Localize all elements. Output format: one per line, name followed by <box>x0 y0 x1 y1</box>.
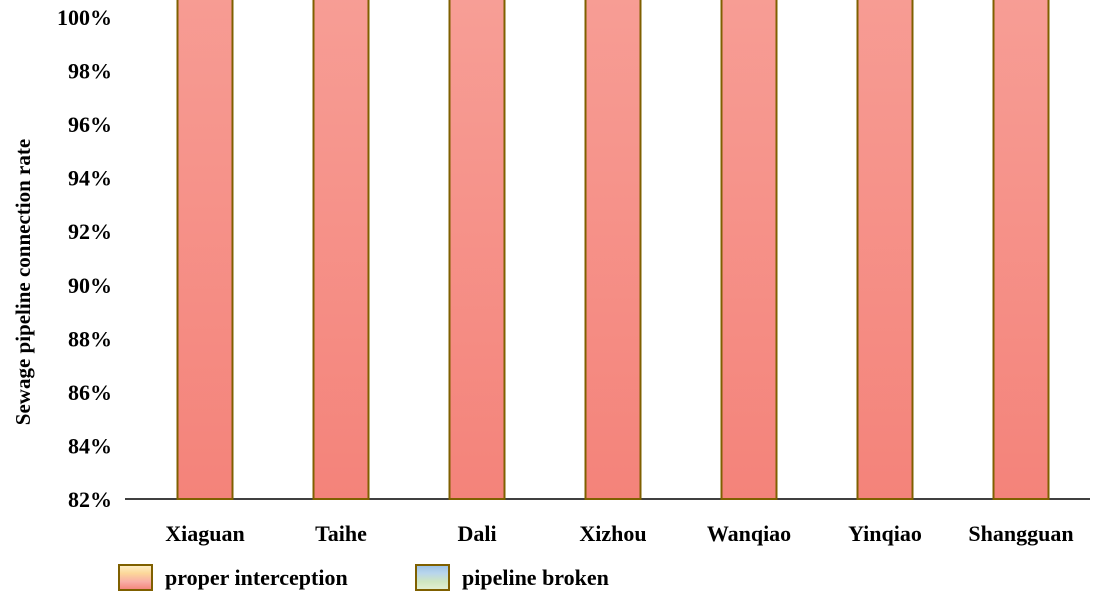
y-tick-label: 98% <box>68 59 112 84</box>
bar-proper-interception-yinqiao <box>856 0 914 500</box>
y-tick-label: 86% <box>68 380 112 405</box>
bar-proper-interception-dali <box>448 0 506 500</box>
y-axis-title: Sewage pipeline connection rate <box>11 139 35 425</box>
x-tick-label: Xizhou <box>579 521 646 546</box>
legend-swatch <box>415 564 450 591</box>
y-tick-label: 88% <box>68 326 112 351</box>
bar-proper-interception-taihe <box>312 0 370 501</box>
plot-area: 82% 84% 86% 88% 90% 92% 94% 96% 98% 100% Xiaguan Ta… <box>57 0 1090 546</box>
legend-swatch <box>118 564 153 591</box>
y-tick-label: 100% <box>57 5 112 30</box>
y-tick-label: 90% <box>68 273 112 298</box>
legend-label: proper interception <box>165 565 348 590</box>
x-tick-label: Xiaguan <box>165 521 244 546</box>
x-tick-label: Taihe <box>315 521 367 546</box>
bar-proper-interception-xizhou <box>584 0 642 500</box>
x-tick-label: Yinqiao <box>848 521 922 546</box>
y-tick-label: 84% <box>68 433 112 458</box>
y-tick-label: 92% <box>68 219 112 244</box>
y-tick-label: 96% <box>68 112 112 137</box>
x-tick-label: Wanqiao <box>707 521 791 546</box>
y-tick-label: 82% <box>68 487 112 512</box>
x-tick-label: Shangguan <box>968 521 1073 546</box>
bar-proper-interception-wanqiao <box>720 0 778 500</box>
bar-proper-interception-xiaguan <box>176 0 234 500</box>
legend-label: pipeline broken <box>462 565 609 590</box>
bar-proper-interception-shangguan <box>992 0 1050 501</box>
legend: proper interception pipeline broken <box>118 564 609 591</box>
x-tick-label: Dali <box>457 521 496 546</box>
y-tick-label: 94% <box>68 166 112 191</box>
